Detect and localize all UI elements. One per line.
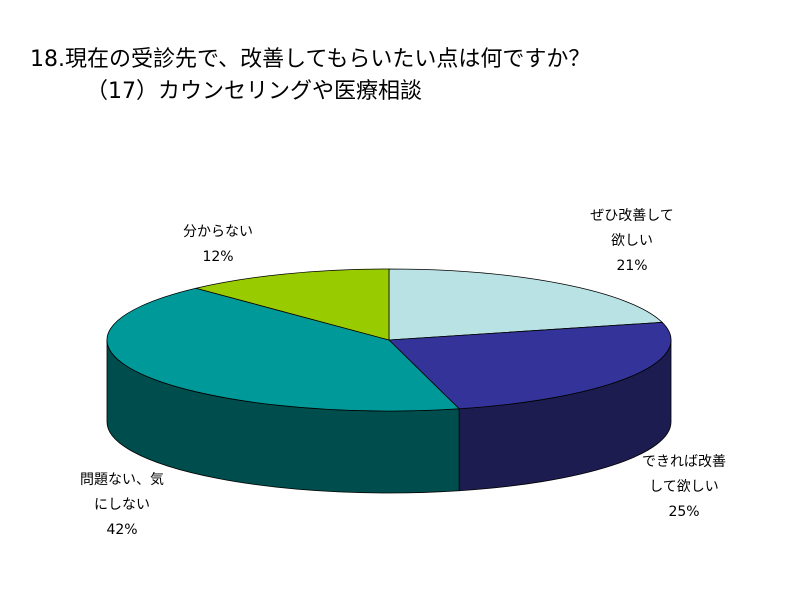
title-line-1: 18.現在の受診先で、改善してもらいたい点は何ですか？ (30, 47, 591, 72)
pie-slice-3 (195, 268, 390, 341)
slice-value-label-0: 21% (616, 258, 647, 274)
pie-tops (106, 268, 672, 412)
slice-category-label-2-1: にしない (94, 497, 150, 513)
pie-slice-0 (388, 268, 664, 341)
slice-category-label-0-0: ぜひ改善して (590, 208, 674, 224)
slice-value-label-1: 25% (668, 504, 699, 520)
title-line-2: （17）カウンセリングや医療相談 (86, 79, 422, 104)
slice-category-label-1-1: して欲しい (649, 479, 719, 495)
slice-category-label-3-0: 分からない (183, 224, 253, 240)
slice-value-label-2: 42% (106, 522, 137, 538)
chart-title: 18.現在の受診先で、改善してもらいたい点は何ですか？ （17）カウンセリングや… (30, 44, 590, 108)
slice-category-label-0-1: 欲しい (611, 233, 653, 249)
slice-value-label-3: 12% (202, 249, 233, 265)
pie-slice-2 (106, 287, 461, 412)
slice-category-label-1-0: できれば改善 (642, 454, 726, 470)
pie-slice-1 (388, 321, 672, 410)
slice-category-label-2-0: 問題ない、気 (80, 472, 164, 488)
